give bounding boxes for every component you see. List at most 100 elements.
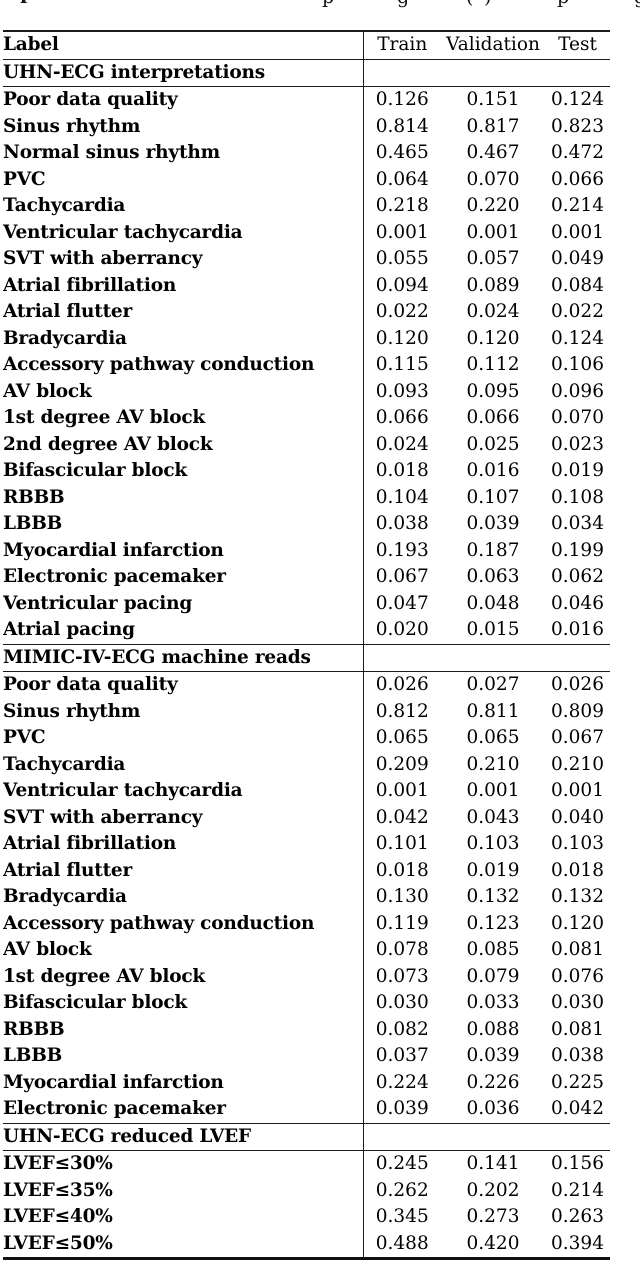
section-title: UHN-ECG interpretations <box>3 58 364 87</box>
row-value-train: 0.193 <box>375 539 429 561</box>
row-value-validation: 0.016 <box>466 460 520 481</box>
table-row: Sinus rhythm 0.812 0.811 0.809 <box>3 698 610 725</box>
row-value-test: 0.103 <box>551 833 604 854</box>
row-value-test: 0.120 <box>551 912 604 934</box>
row-value-train: 0.465 <box>375 142 429 163</box>
row-value-validation: 0.107 <box>466 486 520 508</box>
row-label: Accessory pathway conduction <box>3 910 364 937</box>
row-value-validation: 0.811 <box>466 700 520 722</box>
section-title: MIMIC-IV-ECG machine reads <box>3 643 364 672</box>
row-value-test: 0.108 <box>551 486 604 508</box>
row-value-validation: 0.220 <box>466 195 520 216</box>
table-row: 1st degree AV block 0.073 0.079 0.076 <box>3 963 610 990</box>
row-value-validation: 0.048 <box>466 592 520 614</box>
row-value-train: 0.065 <box>375 727 429 748</box>
row-label: Poor data quality <box>3 671 364 699</box>
row-value-train: 0.262 <box>375 1179 429 1201</box>
row-value-test: 0.124 <box>551 89 604 110</box>
row-value-train: 0.082 <box>375 1018 429 1040</box>
row-value-test: 0.070 <box>551 407 604 428</box>
row-label: Normal sinus rhythm <box>3 140 364 167</box>
row-value-validation: 0.132 <box>466 886 520 907</box>
row-value-test: 0.156 <box>551 1153 604 1174</box>
row-value-train: 0.120 <box>375 327 429 349</box>
row-value-test: 0.023 <box>551 433 604 455</box>
row-value-validation: 0.817 <box>466 115 520 137</box>
row-value-test: 0.225 <box>551 1071 604 1093</box>
table-row: Myocardial infarction 0.193 0.187 0.199 <box>3 537 610 564</box>
row-value-test: 0.040 <box>551 806 604 828</box>
table-row: AV block 0.093 0.095 0.096 <box>3 378 610 405</box>
row-value-test: 0.124 <box>551 327 604 349</box>
table-row: LVEF≤50% 0.488 0.420 0.394 <box>3 1230 610 1259</box>
row-value-test: 0.034 <box>551 513 604 534</box>
row-value-test: 0.106 <box>551 354 604 375</box>
row-label: Myocardial infarction <box>3 1069 364 1096</box>
table-row: Normal sinus rhythm 0.465 0.467 0.472 <box>3 140 610 167</box>
column-header-train: Train <box>363 31 441 60</box>
table-row: Atrial fibrillation 0.094 0.089 0.084 <box>3 272 610 299</box>
row-value-test: 0.214 <box>551 1179 604 1201</box>
row-label: Atrial flutter <box>3 299 364 326</box>
table-row: Sinus rhythm 0.814 0.817 0.823 <box>3 113 610 140</box>
row-value-test: 0.132 <box>551 886 604 907</box>
table-row: 2nd degree AV block 0.024 0.025 0.023 <box>3 431 610 458</box>
table-row: Ventricular tachycardia 0.001 0.001 0.001 <box>3 778 610 805</box>
row-label: 1st degree AV block <box>3 405 364 432</box>
section-empty-cell <box>363 643 610 672</box>
row-value-train: 0.224 <box>375 1071 429 1093</box>
section-title: UHN-ECG reduced LVEF <box>3 1122 364 1151</box>
row-value-train: 0.047 <box>375 592 429 614</box>
row-value-test: 0.394 <box>551 1232 604 1254</box>
row-value-validation: 0.019 <box>466 859 520 881</box>
row-value-validation: 0.141 <box>466 1153 520 1174</box>
row-value-train: 0.067 <box>375 566 429 587</box>
row-value-test: 0.022 <box>551 301 604 322</box>
section-header-row: UHN-ECG interpretations <box>3 58 610 87</box>
row-value-validation: 0.202 <box>466 1179 520 1201</box>
table-row: LVEF≤35% 0.262 0.202 0.214 <box>3 1177 610 1204</box>
table-row: LVEF≤40% 0.345 0.273 0.263 <box>3 1204 610 1231</box>
row-value-train: 0.345 <box>375 1206 429 1227</box>
table-row: Poor data quality 0.026 0.027 0.026 <box>3 671 610 699</box>
row-value-train: 0.039 <box>375 1098 429 1119</box>
row-value-test: 0.263 <box>551 1206 604 1227</box>
caption-strip: l p g () p g <box>0 0 640 8</box>
row-value-train: 0.022 <box>375 301 429 322</box>
row-value-validation: 0.151 <box>466 89 520 110</box>
row-label: Electronic pacemaker <box>3 564 364 591</box>
section-header-row: UHN-ECG reduced LVEF <box>3 1122 610 1151</box>
row-label: RBBB <box>3 484 364 511</box>
row-value-train: 0.209 <box>375 753 429 775</box>
column-header-label: Label <box>3 31 364 60</box>
caption-fragment: g <box>634 0 640 8</box>
table-row: LVEF≤30% 0.245 0.141 0.156 <box>3 1150 610 1178</box>
label-prevalence-table: Label Train Validation Test UHN-ECG inte… <box>3 30 610 1260</box>
row-value-train: 0.001 <box>375 780 429 801</box>
row-label: AV block <box>3 937 364 964</box>
row-value-test: 0.042 <box>551 1098 604 1119</box>
row-value-test: 0.030 <box>551 992 604 1013</box>
table-row: Bradycardia 0.120 0.120 0.124 <box>3 325 610 352</box>
row-value-test: 0.076 <box>551 965 604 987</box>
row-label: LBBB <box>3 511 364 538</box>
table-row: Tachycardia 0.218 0.220 0.214 <box>3 193 610 220</box>
row-value-test: 0.019 <box>551 460 604 481</box>
row-value-validation: 0.025 <box>466 433 520 455</box>
row-value-train: 0.020 <box>375 619 429 640</box>
table-row: SVT with aberrancy 0.055 0.057 0.049 <box>3 246 610 273</box>
row-value-train: 0.126 <box>375 89 429 110</box>
row-value-train: 0.130 <box>375 886 429 907</box>
table-row: Ventricular tachycardia 0.001 0.001 0.001 <box>3 219 610 246</box>
row-label: Sinus rhythm <box>3 698 364 725</box>
row-value-validation: 0.065 <box>466 727 520 748</box>
caption-fragment: ) <box>484 0 491 8</box>
row-label: SVT with aberrancy <box>3 246 364 273</box>
row-value-test: 0.214 <box>551 195 604 216</box>
row-value-validation: 0.033 <box>466 992 520 1013</box>
table-row: PVC 0.064 0.070 0.066 <box>3 166 610 193</box>
row-value-validation: 0.057 <box>466 248 520 269</box>
row-value-train: 0.055 <box>375 248 429 269</box>
section-header-row: MIMIC-IV-ECG machine reads <box>3 643 610 672</box>
table-row: Atrial pacing 0.020 0.015 0.016 <box>3 617 610 644</box>
